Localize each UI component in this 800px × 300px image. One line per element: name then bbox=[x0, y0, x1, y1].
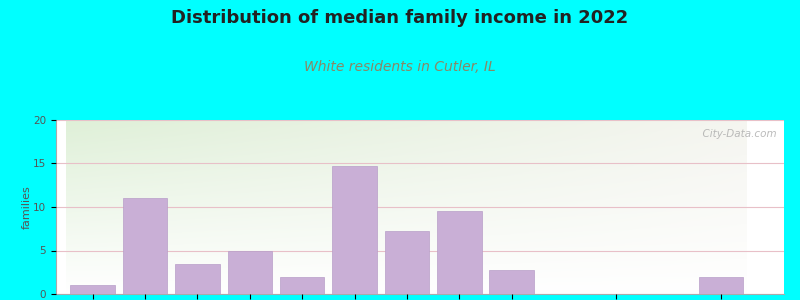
Bar bbox=[385, 231, 429, 294]
Text: White residents in Cutler, IL: White residents in Cutler, IL bbox=[304, 60, 496, 74]
Bar bbox=[699, 277, 743, 294]
Text: Distribution of median family income in 2022: Distribution of median family income in … bbox=[171, 9, 629, 27]
Bar bbox=[122, 198, 167, 294]
Bar bbox=[70, 285, 115, 294]
Bar bbox=[437, 211, 482, 294]
Bar bbox=[227, 250, 272, 294]
Bar bbox=[280, 277, 325, 294]
Bar bbox=[490, 270, 534, 294]
Bar bbox=[175, 263, 220, 294]
Bar bbox=[332, 166, 377, 294]
Y-axis label: families: families bbox=[22, 185, 32, 229]
Text: City-Data.com: City-Data.com bbox=[696, 129, 777, 139]
